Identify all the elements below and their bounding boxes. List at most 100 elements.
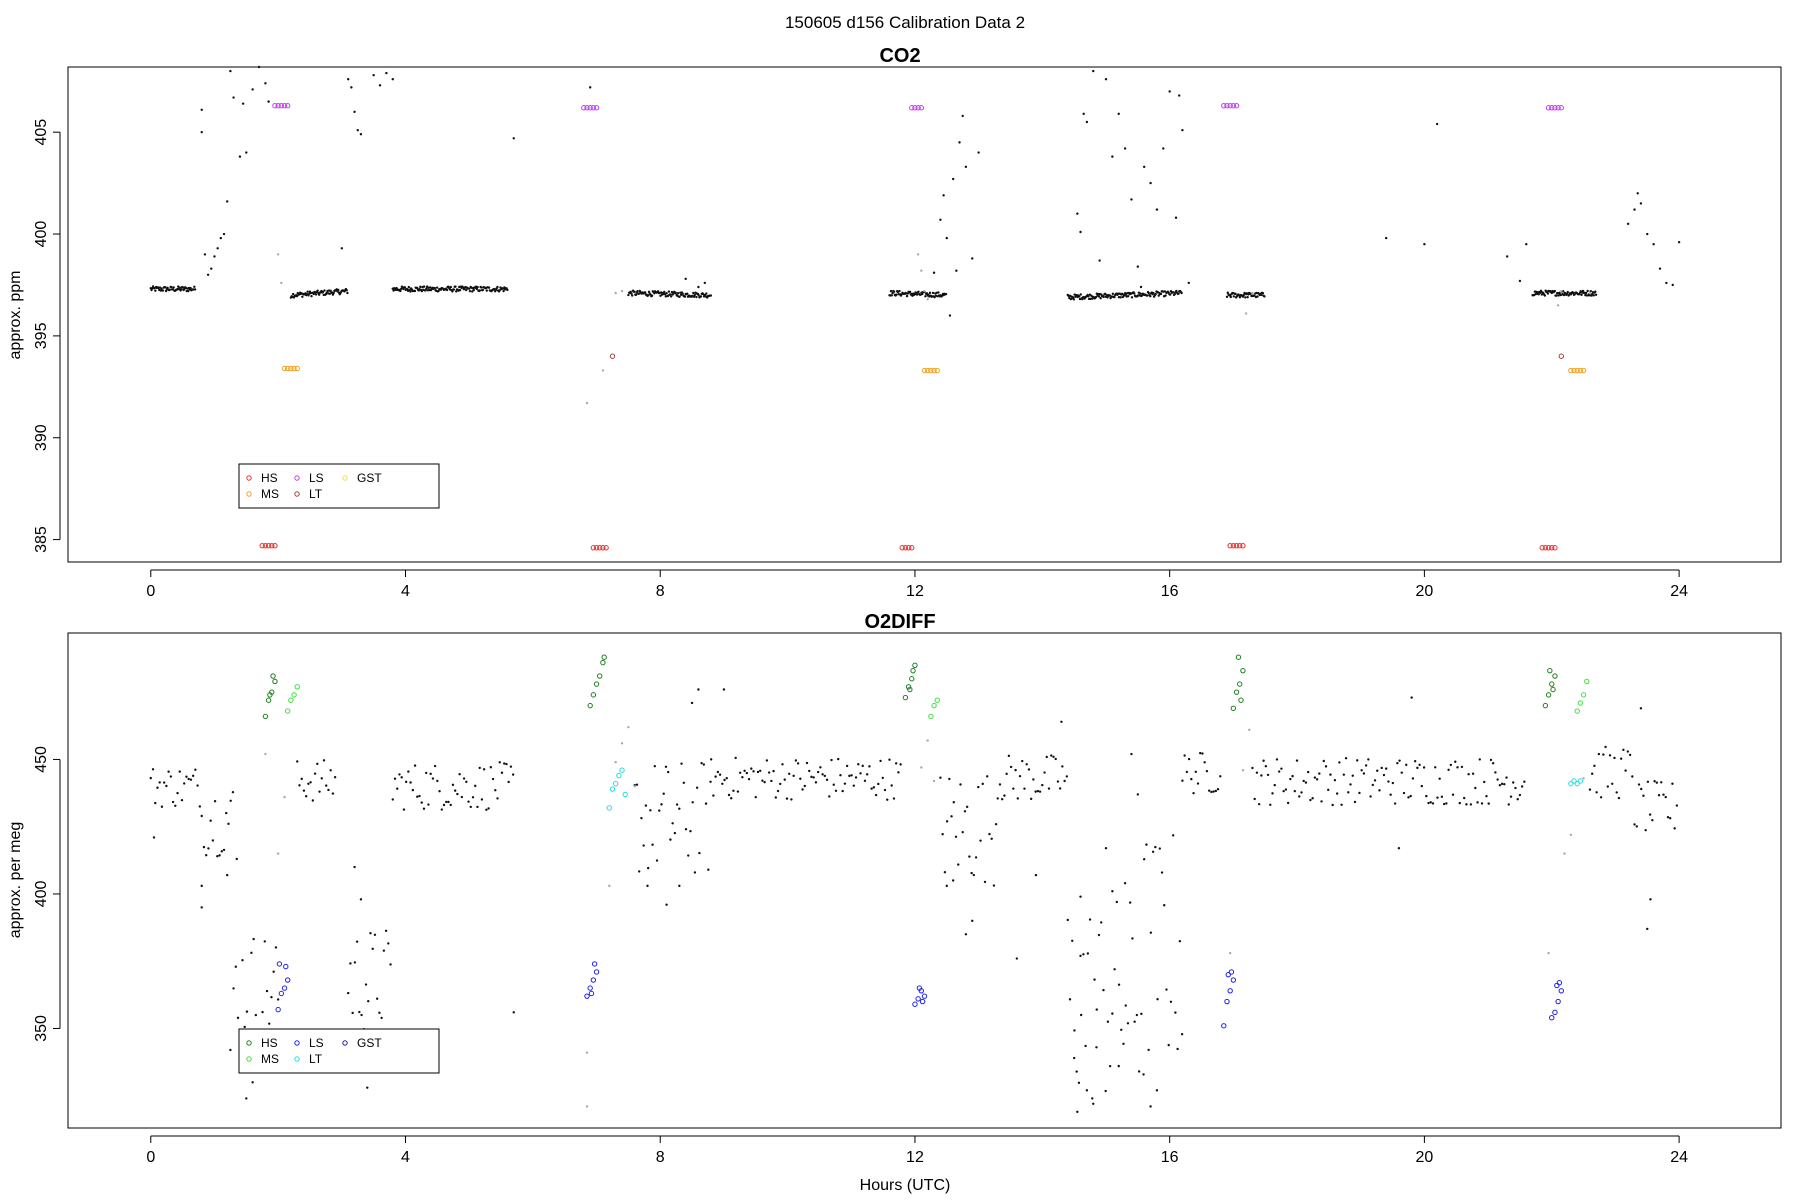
o2diff-ambient-point bbox=[837, 757, 840, 761]
o2diff-ambient-point bbox=[1302, 779, 1305, 783]
o2diff-ambient-point bbox=[1642, 794, 1645, 797]
co2-ambient-point bbox=[306, 290, 309, 293]
co2-lt-calibration-point bbox=[1558, 353, 1565, 359]
o2diff-ambient-point bbox=[511, 773, 515, 776]
o2diff-ambient-point bbox=[236, 1016, 240, 1020]
co2-ambient-point bbox=[1242, 293, 1245, 297]
o2diff-ambient-point bbox=[1257, 802, 1261, 806]
o2diff-ambient-point bbox=[695, 786, 699, 789]
co2-ambient-point bbox=[316, 289, 319, 292]
o2diff-ambient-point bbox=[427, 803, 430, 806]
o2diff-ambient-point bbox=[857, 763, 860, 766]
o2diff-ambient-point bbox=[229, 799, 232, 802]
co2-ambient-point bbox=[257, 65, 261, 69]
o2diff-hs-calibration-point bbox=[267, 692, 273, 698]
o2diff-ambient-point bbox=[1384, 767, 1388, 770]
o2diff-ambient-point bbox=[990, 837, 993, 841]
co2-ls-calibration-point bbox=[915, 105, 921, 111]
co2-ambient-point bbox=[650, 294, 654, 297]
co2-ambient-point bbox=[1592, 294, 1595, 297]
co2-ambient-point bbox=[1181, 128, 1184, 132]
o2diff-ambient-point bbox=[1286, 801, 1290, 805]
o2diff-ambient-point bbox=[263, 940, 266, 943]
co2-ls-calibration-point bbox=[587, 105, 593, 111]
co2-hs-calibration-point bbox=[597, 545, 603, 551]
co2-legend-entries: HS MS LS LT GST bbox=[246, 471, 382, 501]
o2diff-ambient-point bbox=[1420, 784, 1424, 788]
co2-ms-calibration-point bbox=[1571, 367, 1577, 374]
co2-ambient-point bbox=[1665, 281, 1668, 285]
o2diff-ambient-point bbox=[961, 830, 964, 834]
o2diff-x-tick-label: 16 bbox=[1161, 1149, 1179, 1166]
co2-ambient-point bbox=[310, 294, 313, 298]
o2diff-hs-calibration-point bbox=[270, 673, 276, 679]
co2-ambient-point bbox=[1087, 295, 1090, 298]
o2diff-ambient-point bbox=[1338, 761, 1341, 764]
o2diff-ambient-point bbox=[732, 789, 735, 792]
co2-ambient-point bbox=[670, 290, 674, 294]
o2diff-ambient-point bbox=[1047, 787, 1051, 790]
co2-ambient-point bbox=[1537, 293, 1540, 296]
o2diff-ambient-point bbox=[500, 771, 504, 774]
co2-ambient-point bbox=[709, 294, 713, 297]
o2diff-ambient-point bbox=[1093, 978, 1096, 981]
co2-ambient-point bbox=[1079, 230, 1082, 234]
co2-ms-calibration-point bbox=[1568, 367, 1574, 374]
o2diff-legend-marker-lt bbox=[294, 1056, 300, 1062]
co2-ambient-point bbox=[917, 290, 920, 293]
o2diff-ambient-point bbox=[974, 856, 978, 859]
o2diff-ambient-point bbox=[304, 795, 308, 798]
o2diff-ambient-point bbox=[883, 788, 887, 792]
o2diff-ambient-point bbox=[1425, 794, 1428, 798]
o2diff-ambient-point bbox=[1599, 796, 1603, 799]
o2diff-ambient-point bbox=[700, 761, 703, 765]
co2-ambient-point bbox=[1155, 208, 1159, 211]
o2diff-ambient-point bbox=[952, 800, 955, 804]
co2-hs-calibration-point bbox=[272, 543, 278, 549]
o2diff-ambient-point bbox=[382, 949, 386, 952]
o2diff-ambient-point bbox=[322, 759, 326, 762]
o2diff-ambient-point bbox=[1500, 782, 1504, 786]
o2diff-ambient-point bbox=[785, 797, 789, 800]
o2diff-ambient-point bbox=[1631, 775, 1634, 778]
o2diff-ambient-point bbox=[1079, 895, 1082, 898]
o2diff-ambient-point bbox=[945, 820, 949, 823]
o2diff-ambient-point bbox=[1199, 751, 1202, 755]
co2-ambient-point bbox=[1172, 291, 1175, 294]
co2-ls-calibration-point bbox=[593, 105, 600, 111]
co2-ambient-point bbox=[170, 285, 173, 289]
o2diff-ambient-point bbox=[1171, 834, 1175, 837]
co2-ambient-point bbox=[1253, 294, 1256, 297]
o2diff-ambient-point bbox=[828, 795, 831, 798]
o2diff-ambient-point bbox=[1117, 983, 1121, 986]
o2diff-ambient-point bbox=[1474, 786, 1477, 790]
o2diff-legend-label-lt: LT bbox=[309, 1052, 323, 1066]
co2-ambient-point bbox=[409, 290, 412, 293]
co2-ambient-light-point bbox=[1588, 291, 1592, 295]
o2diff-ambient-point bbox=[1396, 761, 1399, 765]
o2diff-legend-box bbox=[238, 1028, 440, 1074]
o2diff-ambient-point bbox=[638, 870, 641, 873]
o2diff-ambient-point bbox=[413, 764, 417, 767]
o2diff-ambient-point bbox=[351, 1011, 354, 1015]
o2diff-ambient-point bbox=[359, 898, 363, 901]
o2diff-ambient-point bbox=[296, 760, 299, 763]
co2-ambient-light-point bbox=[601, 369, 605, 372]
o2diff-ambient-point bbox=[1449, 763, 1453, 767]
co2-ambient-point bbox=[1589, 289, 1592, 293]
co2-ambient-point bbox=[1646, 232, 1649, 236]
o2diff-ambient-point bbox=[1523, 780, 1526, 783]
co2-ambient-point bbox=[633, 290, 636, 293]
o2diff-ambient-point bbox=[1367, 758, 1370, 761]
o2diff-ambient-point bbox=[848, 774, 851, 778]
co2-ambient-point bbox=[905, 294, 909, 298]
o2diff-ambient-point bbox=[845, 764, 849, 768]
co2-y-tick-label: 400 bbox=[33, 221, 50, 248]
co2-ambient-point bbox=[1594, 290, 1597, 293]
o2diff-ambient-point bbox=[1140, 1012, 1143, 1016]
o2diff-ambient-point bbox=[1407, 796, 1410, 799]
co2-ambient-point bbox=[1594, 293, 1598, 296]
co2-ambient-point bbox=[1652, 243, 1655, 246]
o2diff-ambient-point bbox=[965, 805, 969, 809]
o2diff-x-tick-label: 4 bbox=[401, 1149, 410, 1166]
